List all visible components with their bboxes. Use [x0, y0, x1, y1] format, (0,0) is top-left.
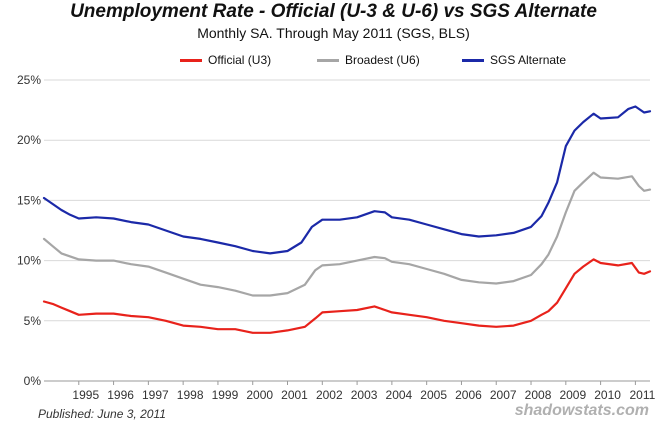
x-tick-label-2005: 2005: [420, 388, 447, 402]
published-date: Published: June 3, 2011: [38, 407, 166, 421]
y-tick-label-5: 5%: [24, 314, 42, 328]
legend-item-sgs-alternate: SGS Alternate: [462, 52, 566, 68]
x-tick-label-1995: 1995: [72, 388, 99, 402]
x-tick-label-2006: 2006: [455, 388, 482, 402]
series-lines: [42, 105, 652, 334]
x-tick-label-1997: 1997: [142, 388, 169, 402]
legend-label-broadest-u6: Broadest (U6): [345, 53, 420, 67]
x-tick-label-2011: 2011: [629, 388, 655, 402]
legend-swatch-broadest-u6: [317, 58, 339, 62]
x-tick-label-2003: 2003: [351, 388, 378, 402]
x-tick-label-2007: 2007: [490, 388, 517, 402]
x-tick-label-2010: 2010: [594, 388, 621, 402]
x-tick-label-2009: 2009: [559, 388, 586, 402]
legend-label-sgs-alternate: SGS Alternate: [490, 53, 567, 67]
x-tick-label-1996: 1996: [107, 388, 134, 402]
gridlines: [44, 79, 650, 322]
axes: 0% 5% 10% 15% 20% 25% 1995 1996 1997 1998 1999 2000…: [17, 73, 656, 402]
legend-label-official-u3: Official (U3): [208, 53, 272, 67]
x-tick-label-1998: 1998: [177, 388, 204, 402]
x-tick-label-1999: 1999: [212, 388, 239, 402]
series-line-broadest-u6: [42, 171, 652, 297]
legend-swatch-sgs-alternate: [462, 58, 484, 62]
legend-item-official-u3: Official (U3): [180, 52, 271, 68]
x-tick-label-2000: 2000: [246, 388, 273, 402]
x-tick-label-2002: 2002: [316, 388, 343, 402]
x-tick-label-2008: 2008: [525, 388, 552, 402]
y-tick-label-25: 25%: [17, 73, 41, 87]
chart-title: Unemployment Rate - Official (U-3 & U-6)…: [70, 1, 597, 22]
brand-watermark: shadowstats.com: [514, 402, 649, 419]
y-tick-label-0: 0%: [24, 374, 42, 388]
chart-subtitle: Monthly SA. Through May 2011 (SGS, BLS): [197, 25, 470, 41]
series-line-sgs-alternate: [42, 105, 652, 255]
y-tick-label-15: 15%: [17, 193, 41, 207]
y-tick-label-20: 20%: [17, 133, 41, 147]
y-tick-label-10: 10%: [17, 254, 41, 268]
x-tick-label-2004: 2004: [386, 388, 413, 402]
x-tick-label-2001: 2001: [281, 388, 308, 402]
series-line-official-u3: [42, 258, 652, 334]
legend-item-broadest-u6: Broadest (U6): [317, 52, 420, 68]
legend-swatch-official-u3: [180, 58, 202, 62]
